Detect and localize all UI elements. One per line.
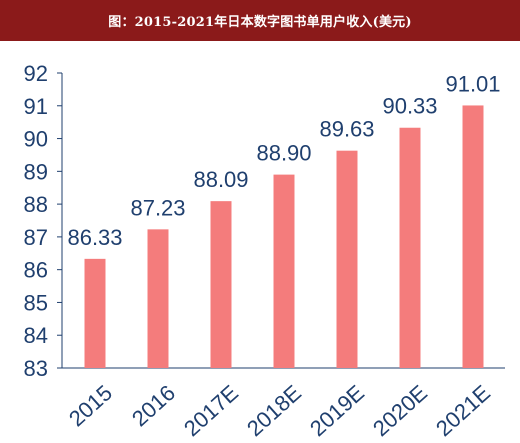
data-label: 88.90 [256,141,311,166]
title-bar: 图：2015-2021年日本数字图书单用户收入(美元) [0,0,520,41]
bar [273,174,295,368]
x-tick-label: 2016 [127,380,180,431]
x-tick-label: 2015 [64,380,117,431]
bar [462,105,484,368]
y-tick-label: 85 [24,290,48,315]
bar [399,127,421,368]
chart-title: 图：2015-2021年日本数字图书单用户收入(美元) [108,15,412,30]
y-tick-label: 83 [24,356,48,381]
y-tick-label: 91 [24,94,48,119]
y-tick-label: 90 [24,127,48,152]
bar-chart: 83 84 85 86 87 88 89 90 91 92 86.33 2015 87.23 2016 88… [24,61,505,441]
bar [336,150,358,368]
y-tick-label: 87 [24,225,48,250]
bar [147,229,169,368]
data-label: 87.23 [130,195,185,220]
y-tick-label: 84 [24,323,48,348]
x-tick-label: 2018E [242,380,306,441]
x-tick-label: 2020E [368,380,432,441]
data-label: 88.09 [193,167,248,192]
data-label: 91.01 [445,71,500,96]
bar [210,201,232,368]
y-tick-label: 86 [24,258,48,283]
x-tick-label: 2021E [431,380,495,441]
data-label: 86.33 [67,225,122,250]
data-label: 89.63 [319,117,374,142]
x-tick-label: 2017E [179,380,243,441]
bar [84,258,106,368]
y-tick-label: 92 [24,61,48,86]
x-tick-label: 2019E [305,380,369,441]
y-tick-label: 89 [24,159,48,184]
data-label: 90.33 [382,94,437,119]
y-tick-label: 88 [24,192,48,217]
